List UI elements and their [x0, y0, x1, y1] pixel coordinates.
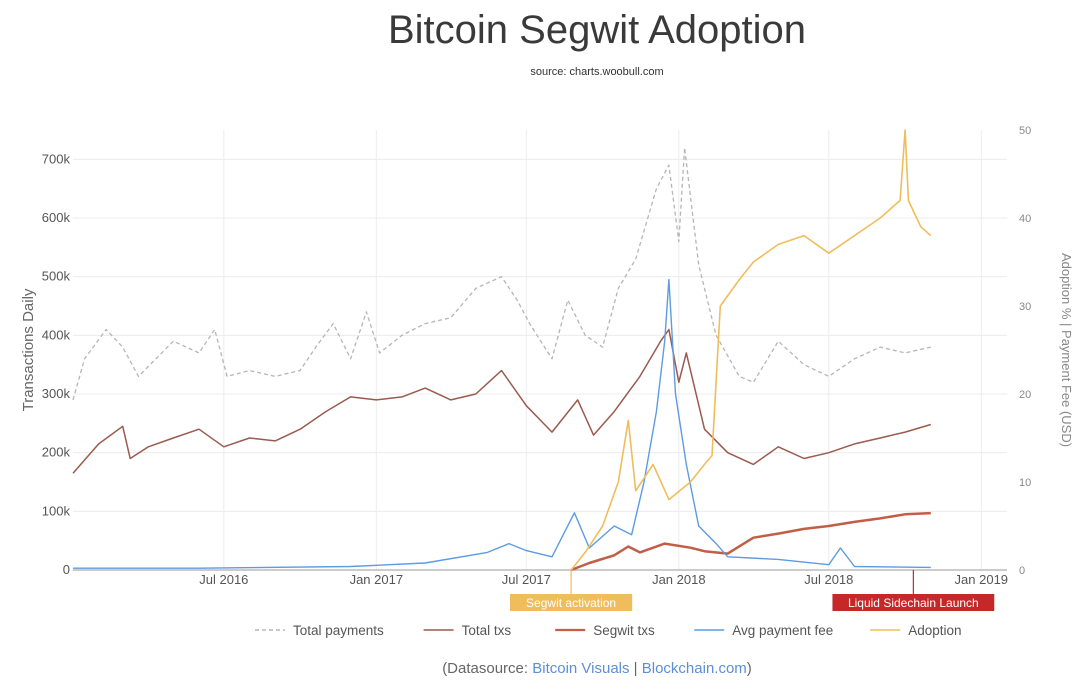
- avg-payment-fee-line: [73, 278, 931, 569]
- x-tick-label: Jul 2017: [502, 572, 551, 587]
- datasource-credit: (Datasource: Bitcoin Visuals | Blockchai…: [0, 660, 1080, 677]
- y2-tick-label: 20: [1019, 389, 1031, 401]
- datasource-suffix: ): [746, 660, 752, 677]
- y-tick-label: 100k: [42, 503, 71, 518]
- datasource-prefix: (Datasource:: [442, 660, 533, 677]
- total-payments-line: [72, 146, 931, 401]
- y-tick-label: 0: [63, 562, 70, 577]
- x-tick-label: Jan 2018: [652, 572, 706, 587]
- bitcoin-visuals-link[interactable]: Bitcoin Visuals: [532, 660, 630, 677]
- chart-title: Bitcoin Segwit Adoption: [387, 8, 807, 52]
- legend-adoption-label: Adoption: [908, 623, 961, 638]
- blockchain-link[interactable]: Blockchain.com: [641, 660, 747, 677]
- legend-segwit-txs-label: Segwit txs: [593, 623, 655, 638]
- segwit-txs-line: [570, 511, 931, 572]
- y-tick-label: 700k: [42, 151, 71, 166]
- y2-tick-label: 0: [1019, 565, 1025, 577]
- total-txs-line: [72, 328, 932, 474]
- x-tick-label: Jan 2017: [350, 572, 404, 587]
- y2-tick-label: 50: [1019, 125, 1031, 137]
- adoption-line: [570, 129, 932, 571]
- x-tick-label: Jul 2016: [199, 572, 248, 587]
- datasource-separator: |: [629, 660, 642, 677]
- y-tick-label: 500k: [42, 269, 71, 284]
- chart-canvas: 0 100k 200k 300k 400k 500k 600k 700k 0 10 20 30 40 50…: [20, 125, 1074, 638]
- liquid-sidechain-marker-label: Liquid Sidechain Launch: [848, 596, 979, 610]
- legend-total-payments-label: Total payments: [293, 623, 384, 638]
- chart-subtitle: source: charts.woobull.com: [530, 66, 664, 78]
- legend-total-txs-label: Total txs: [462, 623, 512, 638]
- liquid-sidechain-marker-box: [832, 594, 995, 611]
- y2-tick-label: 30: [1019, 301, 1031, 313]
- x-tick-label: Jan 2019: [955, 572, 1009, 587]
- y-tick-label: 400k: [42, 327, 71, 342]
- y2-axis-title: Adoption % | Payment Fee (USD): [1059, 253, 1074, 447]
- legend-avg-payment-fee-label: Avg payment fee: [732, 623, 833, 638]
- y2-tick-label: 10: [1019, 477, 1031, 489]
- x-tick-label: Jul 2018: [804, 572, 853, 587]
- y-tick-label: 600k: [42, 210, 71, 225]
- segwit-activation-marker-label: Segwit activation: [526, 596, 616, 610]
- segwit-activation-marker-box: [509, 594, 633, 611]
- y-tick-label: 300k: [42, 386, 71, 401]
- y2-tick-label: 40: [1019, 213, 1031, 225]
- y-tick-label: 200k: [42, 445, 71, 460]
- y-axis-title: Transactions Daily: [20, 288, 37, 411]
